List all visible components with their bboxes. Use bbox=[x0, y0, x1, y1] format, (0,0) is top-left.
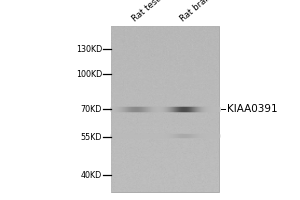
Text: 55KD: 55KD bbox=[80, 133, 102, 142]
Text: 40KD: 40KD bbox=[81, 171, 102, 180]
Bar bbox=[111, 26, 219, 192]
Text: 130KD: 130KD bbox=[76, 45, 102, 54]
Text: 100KD: 100KD bbox=[76, 70, 102, 79]
Text: KIAA0391: KIAA0391 bbox=[226, 104, 277, 114]
Text: Rat testis: Rat testis bbox=[131, 0, 168, 24]
Text: 70KD: 70KD bbox=[81, 105, 102, 114]
Text: Rat brain: Rat brain bbox=[179, 0, 214, 24]
